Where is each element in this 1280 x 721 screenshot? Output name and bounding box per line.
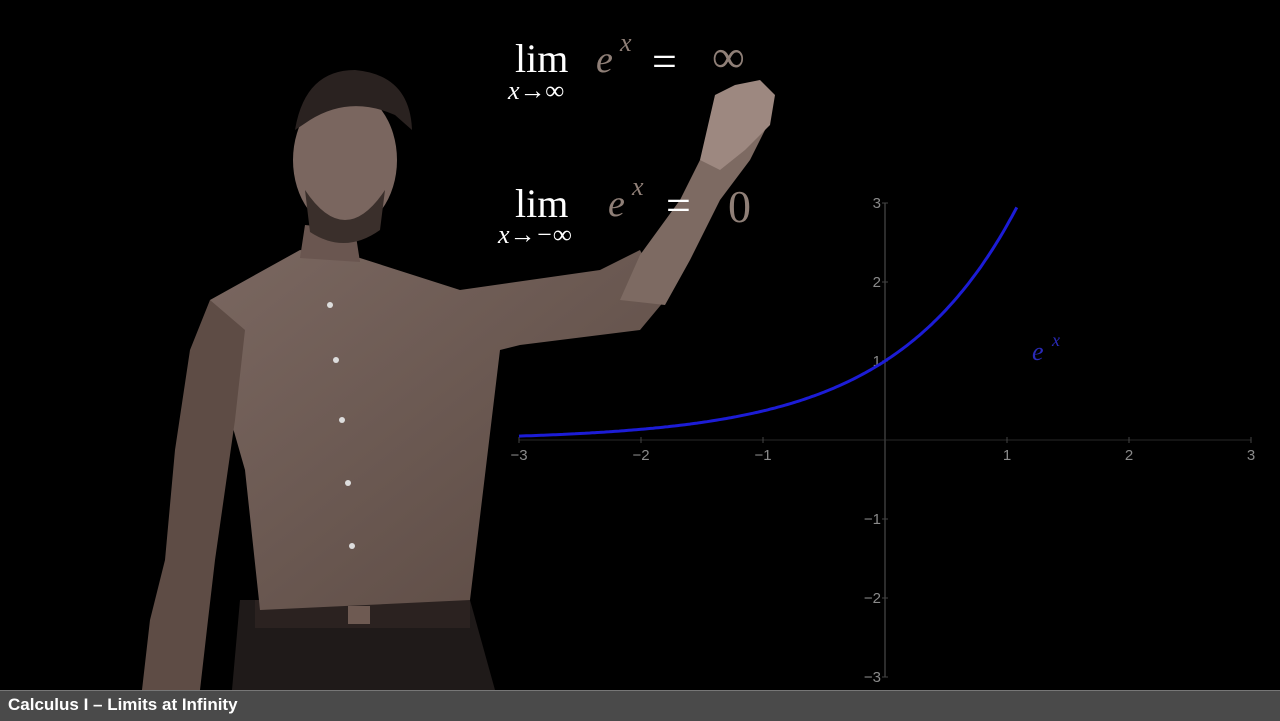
curve-label-base: e (1032, 337, 1044, 366)
y-tick-label: −2 (864, 590, 881, 607)
y-tick-label: 2 (873, 274, 881, 291)
y-tick-label: −3 (864, 669, 881, 686)
exp-curve (519, 207, 1017, 436)
footer-bar: Calculus I – Limits at Infinity (0, 690, 1280, 721)
y-tick-label: −1 (864, 511, 881, 528)
x-tick-label: −3 (510, 447, 527, 464)
x-tick-label: −2 (632, 447, 649, 464)
x-tick-label: 3 (1247, 447, 1255, 464)
x-tick-label: 2 (1125, 447, 1133, 464)
x-tick-label: 1 (1003, 447, 1011, 464)
y-tick-label: 3 (873, 195, 881, 212)
lecture-title: Calculus I – Limits at Infinity (8, 695, 238, 715)
curve-label-exponent: x (1051, 330, 1060, 350)
x-tick-label: −1 (754, 447, 771, 464)
